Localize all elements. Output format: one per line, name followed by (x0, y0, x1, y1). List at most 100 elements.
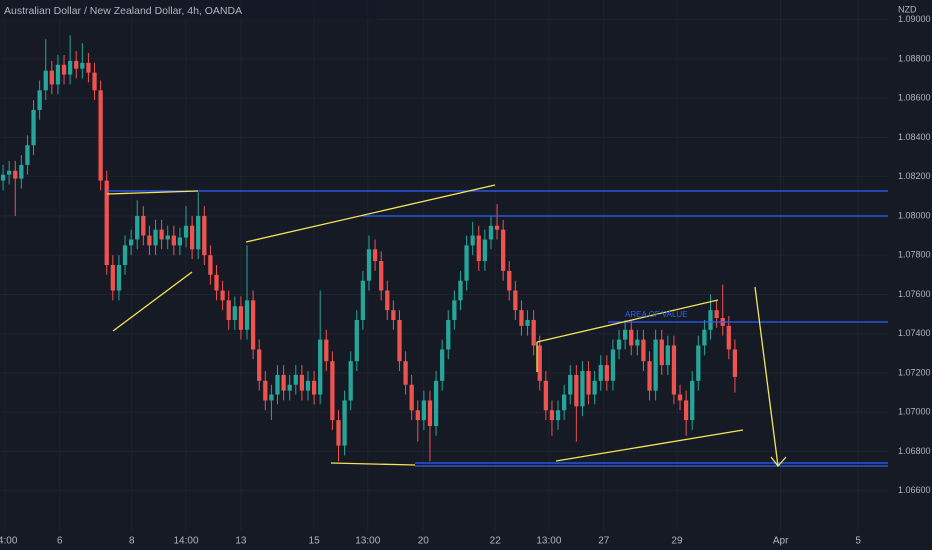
x-tick-label: 6 (57, 536, 63, 547)
candle-body (635, 339, 640, 346)
candle-body (379, 261, 384, 291)
y-tick-label: 1.09000 (898, 14, 931, 24)
candle-body (519, 310, 524, 326)
candle-body (92, 72, 97, 91)
candle-body (732, 349, 738, 377)
candle-body (74, 60, 79, 69)
candle-body (391, 310, 396, 320)
axes: 1.09000 1.08800 1.08600 1.08400 1.08200 1.080… (0, 14, 931, 547)
title-backdrop (0, 0, 380, 20)
candle-body (403, 361, 408, 385)
candle-body (324, 339, 329, 362)
candle-body (476, 235, 481, 262)
candle-body (214, 274, 219, 291)
candle-body (562, 394, 567, 411)
chart-title: Australian Dollar / New Zealand Dollar, … (4, 5, 242, 17)
arrow-head (770, 456, 787, 468)
candle-body (86, 62, 91, 73)
x-tick-label: 14:00 (174, 536, 199, 547)
x-tick-label: 13:00 (536, 536, 561, 547)
candle-body (513, 290, 518, 311)
x-tick-label: Apr (773, 536, 789, 547)
candle-body (501, 229, 506, 271)
candle-body (690, 380, 695, 421)
y-tick-label: 1.08800 (898, 53, 931, 63)
candle-body (586, 371, 591, 395)
candle-body (141, 215, 146, 236)
candle-body (342, 400, 347, 446)
candle-body (0, 174, 6, 181)
candle-body (458, 280, 463, 301)
arrow (754, 286, 779, 467)
candle-body (189, 225, 195, 250)
candle-body (671, 345, 677, 395)
candle-body (616, 339, 622, 350)
candle-body (110, 265, 115, 291)
trend-line (536, 299, 719, 343)
candle-body (61, 64, 67, 75)
candle-body (427, 400, 433, 426)
candle-body (366, 249, 372, 281)
candle-body (287, 384, 292, 391)
candle-body (183, 225, 189, 238)
candle-body (226, 300, 231, 320)
candle-body (177, 237, 183, 246)
y-tick-label: 1.08000 (898, 210, 931, 220)
candle-body (281, 374, 286, 391)
candle-body (31, 109, 36, 146)
x-tick-label: 22 (490, 536, 502, 547)
x-tick-label: 27 (598, 536, 610, 547)
candle-body (165, 235, 170, 240)
candle-body (659, 339, 664, 366)
candle-body (220, 290, 225, 301)
candle-body (494, 225, 500, 230)
x-tick-label: 13 (235, 536, 247, 547)
candle-body (257, 349, 262, 381)
candle-body (385, 290, 390, 311)
trend-line (330, 462, 416, 466)
y-tick-label: 1.07800 (898, 250, 931, 260)
candle-body (415, 410, 420, 421)
candle-body (677, 394, 683, 401)
candle-body (336, 420, 341, 446)
y-tick-label: 1.07400 (898, 328, 931, 338)
trend-line (245, 184, 496, 243)
candle-body (580, 371, 585, 407)
candle-body (555, 410, 561, 421)
candle-body (122, 245, 128, 265)
candle-body (549, 410, 555, 421)
candle-body (440, 349, 445, 381)
candle-body (80, 62, 85, 69)
candle-body (208, 255, 213, 275)
candle-body (531, 319, 536, 346)
candle-body (202, 215, 207, 256)
candle-body (293, 374, 298, 385)
y-tick-label: 1.07600 (898, 289, 931, 299)
x-tick-label: 13:00 (355, 536, 380, 547)
candle-body (696, 345, 701, 381)
x-tick-label: 20 (418, 536, 430, 547)
candle-body (623, 329, 628, 340)
x-tick-label: 15 (309, 536, 321, 547)
candle-body (116, 265, 122, 291)
candle-body (49, 70, 54, 85)
trend-line (106, 190, 199, 195)
candle-body (250, 300, 256, 350)
currency-label: NZD (898, 4, 917, 14)
candle-body (244, 300, 250, 330)
candle-body (708, 310, 713, 330)
candle-body (330, 361, 335, 421)
candle-body (610, 349, 616, 381)
candle-body (421, 400, 427, 421)
x-tick-label: 29 (671, 536, 683, 547)
candle-body (433, 380, 439, 426)
candle-body (232, 306, 237, 320)
candle-body (629, 329, 634, 346)
drawings (106, 184, 890, 468)
y-tick-label: 1.06600 (898, 485, 931, 495)
candle-body (464, 245, 469, 281)
candle-body (592, 380, 597, 395)
y-tick-label: 1.08400 (898, 132, 931, 142)
